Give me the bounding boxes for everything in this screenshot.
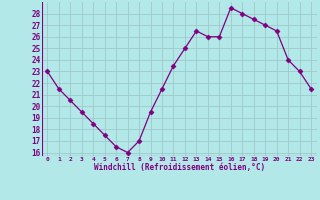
X-axis label: Windchill (Refroidissement éolien,°C): Windchill (Refroidissement éolien,°C) [94,163,265,172]
